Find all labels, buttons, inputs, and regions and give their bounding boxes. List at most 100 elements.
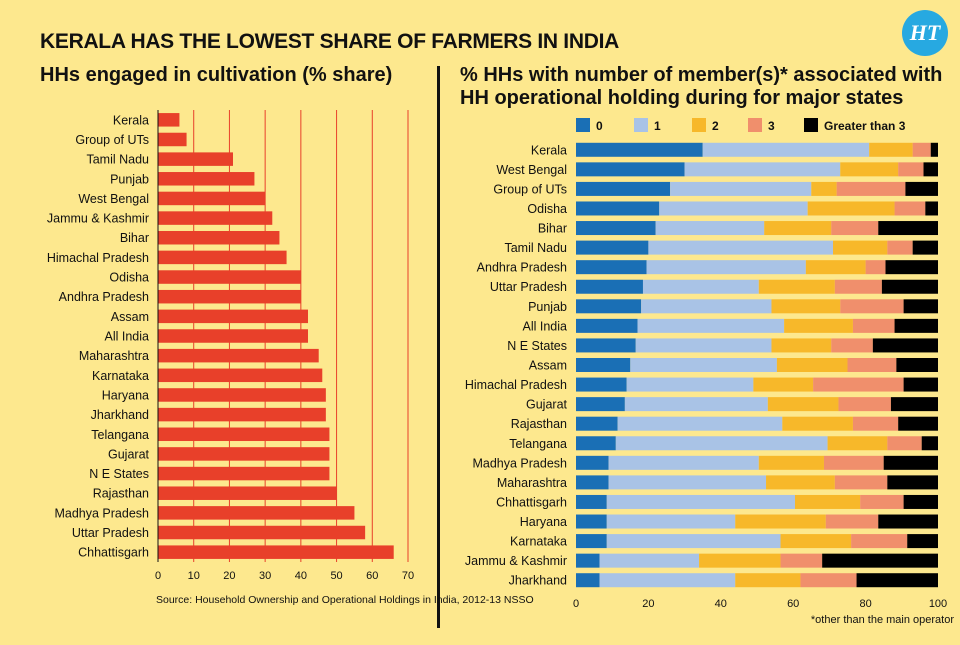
legend-label: 3 — [768, 119, 775, 133]
stacked-segment — [907, 534, 938, 549]
left-bar — [158, 211, 273, 225]
headline: KERALA HAS THE LOWEST SHARE OF FARMERS I… — [40, 30, 619, 53]
left-category-label: Haryana — [102, 388, 149, 402]
left-bar — [158, 113, 180, 127]
right-x-tick-label: 80 — [859, 598, 871, 610]
right-category-label: Jammu & Kashmir — [465, 554, 567, 568]
stacked-segment — [887, 436, 922, 451]
stacked-segment — [576, 573, 600, 588]
stacked-segment — [576, 377, 627, 392]
stacked-segment — [576, 162, 685, 177]
stacked-segment — [576, 318, 638, 333]
right-category-label: Telangana — [509, 437, 567, 451]
right-chart-title-line-2: HH operational holding during for major … — [460, 87, 904, 109]
stacked-segment — [576, 279, 643, 294]
stacked-segment — [617, 416, 783, 431]
stacked-segment — [735, 573, 801, 588]
left-x-tick-label: 0 — [155, 570, 161, 582]
stacked-segment — [684, 162, 841, 177]
left-bar — [158, 506, 355, 520]
left-category-label: Bihar — [120, 231, 149, 245]
stacked-segment — [576, 514, 607, 529]
left-category-label: Madhya Pradesh — [54, 506, 149, 520]
stacked-segment — [856, 573, 938, 588]
stacked-segment — [576, 201, 660, 216]
stacked-segment — [626, 377, 754, 392]
left-bar — [158, 270, 301, 284]
stacked-segment — [903, 494, 938, 509]
left-bar — [158, 289, 301, 304]
stacked-segment — [766, 475, 835, 490]
stacked-segment — [872, 338, 938, 353]
left-category-label: Uttar Pradesh — [72, 526, 149, 540]
ht-logo: HT — [902, 10, 948, 56]
stacked-segment — [905, 181, 938, 196]
stacked-segment — [576, 358, 631, 372]
left-bar — [158, 152, 233, 166]
left-bar — [158, 447, 330, 461]
stacked-segment — [630, 358, 777, 372]
left-x-tick-label: 10 — [188, 570, 200, 582]
stacked-segment — [834, 475, 888, 490]
stacked-segment — [735, 514, 826, 529]
left-bar — [158, 545, 394, 559]
stacked-segment — [576, 338, 636, 353]
stacked-segment — [807, 201, 895, 216]
right-category-label: All India — [523, 319, 568, 333]
left-bar-chart: 0 10 20 30 40 50 60 70 Kerala Group of UTs Tamil N… — [47, 110, 414, 582]
stacked-segment — [887, 475, 938, 490]
stacked-segment — [840, 162, 899, 177]
right-category-label: N E States — [507, 339, 567, 353]
stacked-segment — [813, 377, 904, 392]
legend-label: 2 — [712, 119, 719, 133]
stacked-segment — [883, 455, 938, 470]
stacked-segment — [606, 534, 781, 549]
stacked-segment — [930, 142, 938, 157]
left-bar — [158, 368, 323, 383]
stacked-segment — [646, 260, 806, 275]
left-category-label: Kerala — [113, 113, 149, 127]
left-bar — [158, 486, 337, 500]
stacked-segment — [637, 318, 785, 333]
stacked-segment — [758, 455, 824, 470]
stacked-segment — [823, 455, 884, 470]
right-category-label: Madhya Pradesh — [472, 456, 567, 470]
left-bar — [158, 191, 266, 206]
stacked-segment — [576, 416, 618, 431]
right-category-label: Chhattisgarh — [496, 495, 567, 509]
legend-swatch — [748, 118, 762, 132]
left-bar — [158, 309, 308, 324]
stacked-segment — [912, 240, 938, 255]
left-x-tick-label: 70 — [402, 570, 414, 582]
right-x-tick-label: 40 — [715, 598, 727, 610]
legend-swatch — [804, 118, 818, 132]
left-bar — [158, 466, 330, 481]
left-bar — [158, 525, 366, 540]
stacked-segment — [836, 181, 906, 196]
stacked-segment — [648, 240, 834, 255]
stacked-segment — [576, 221, 656, 236]
right-category-label: Bihar — [538, 222, 567, 236]
stacked-segment — [642, 279, 759, 294]
left-category-label: Assam — [111, 310, 149, 324]
left-category-label: Tamil Nadu — [86, 153, 149, 167]
left-x-tick-label: 60 — [366, 570, 378, 582]
legend-swatch — [576, 118, 590, 132]
left-category-label: Gujarat — [108, 447, 150, 461]
left-category-label: Chhattisgarh — [78, 546, 149, 560]
stacked-segment — [878, 221, 938, 236]
right-category-label: Maharashtra — [497, 476, 567, 490]
stacked-segment — [576, 397, 625, 412]
stacked-segment — [576, 475, 609, 490]
left-category-label: Telangana — [91, 428, 149, 442]
left-category-label: West Bengal — [78, 192, 149, 206]
stacked-segment — [825, 514, 879, 529]
stacked-segment — [894, 201, 926, 216]
stacked-segment — [758, 279, 835, 294]
stacked-segment — [782, 416, 853, 431]
left-category-label: Jammu & Kashmir — [47, 212, 149, 226]
stacked-segment — [655, 221, 765, 236]
right-category-label: Punjab — [528, 300, 567, 314]
stacked-segment — [903, 377, 938, 392]
